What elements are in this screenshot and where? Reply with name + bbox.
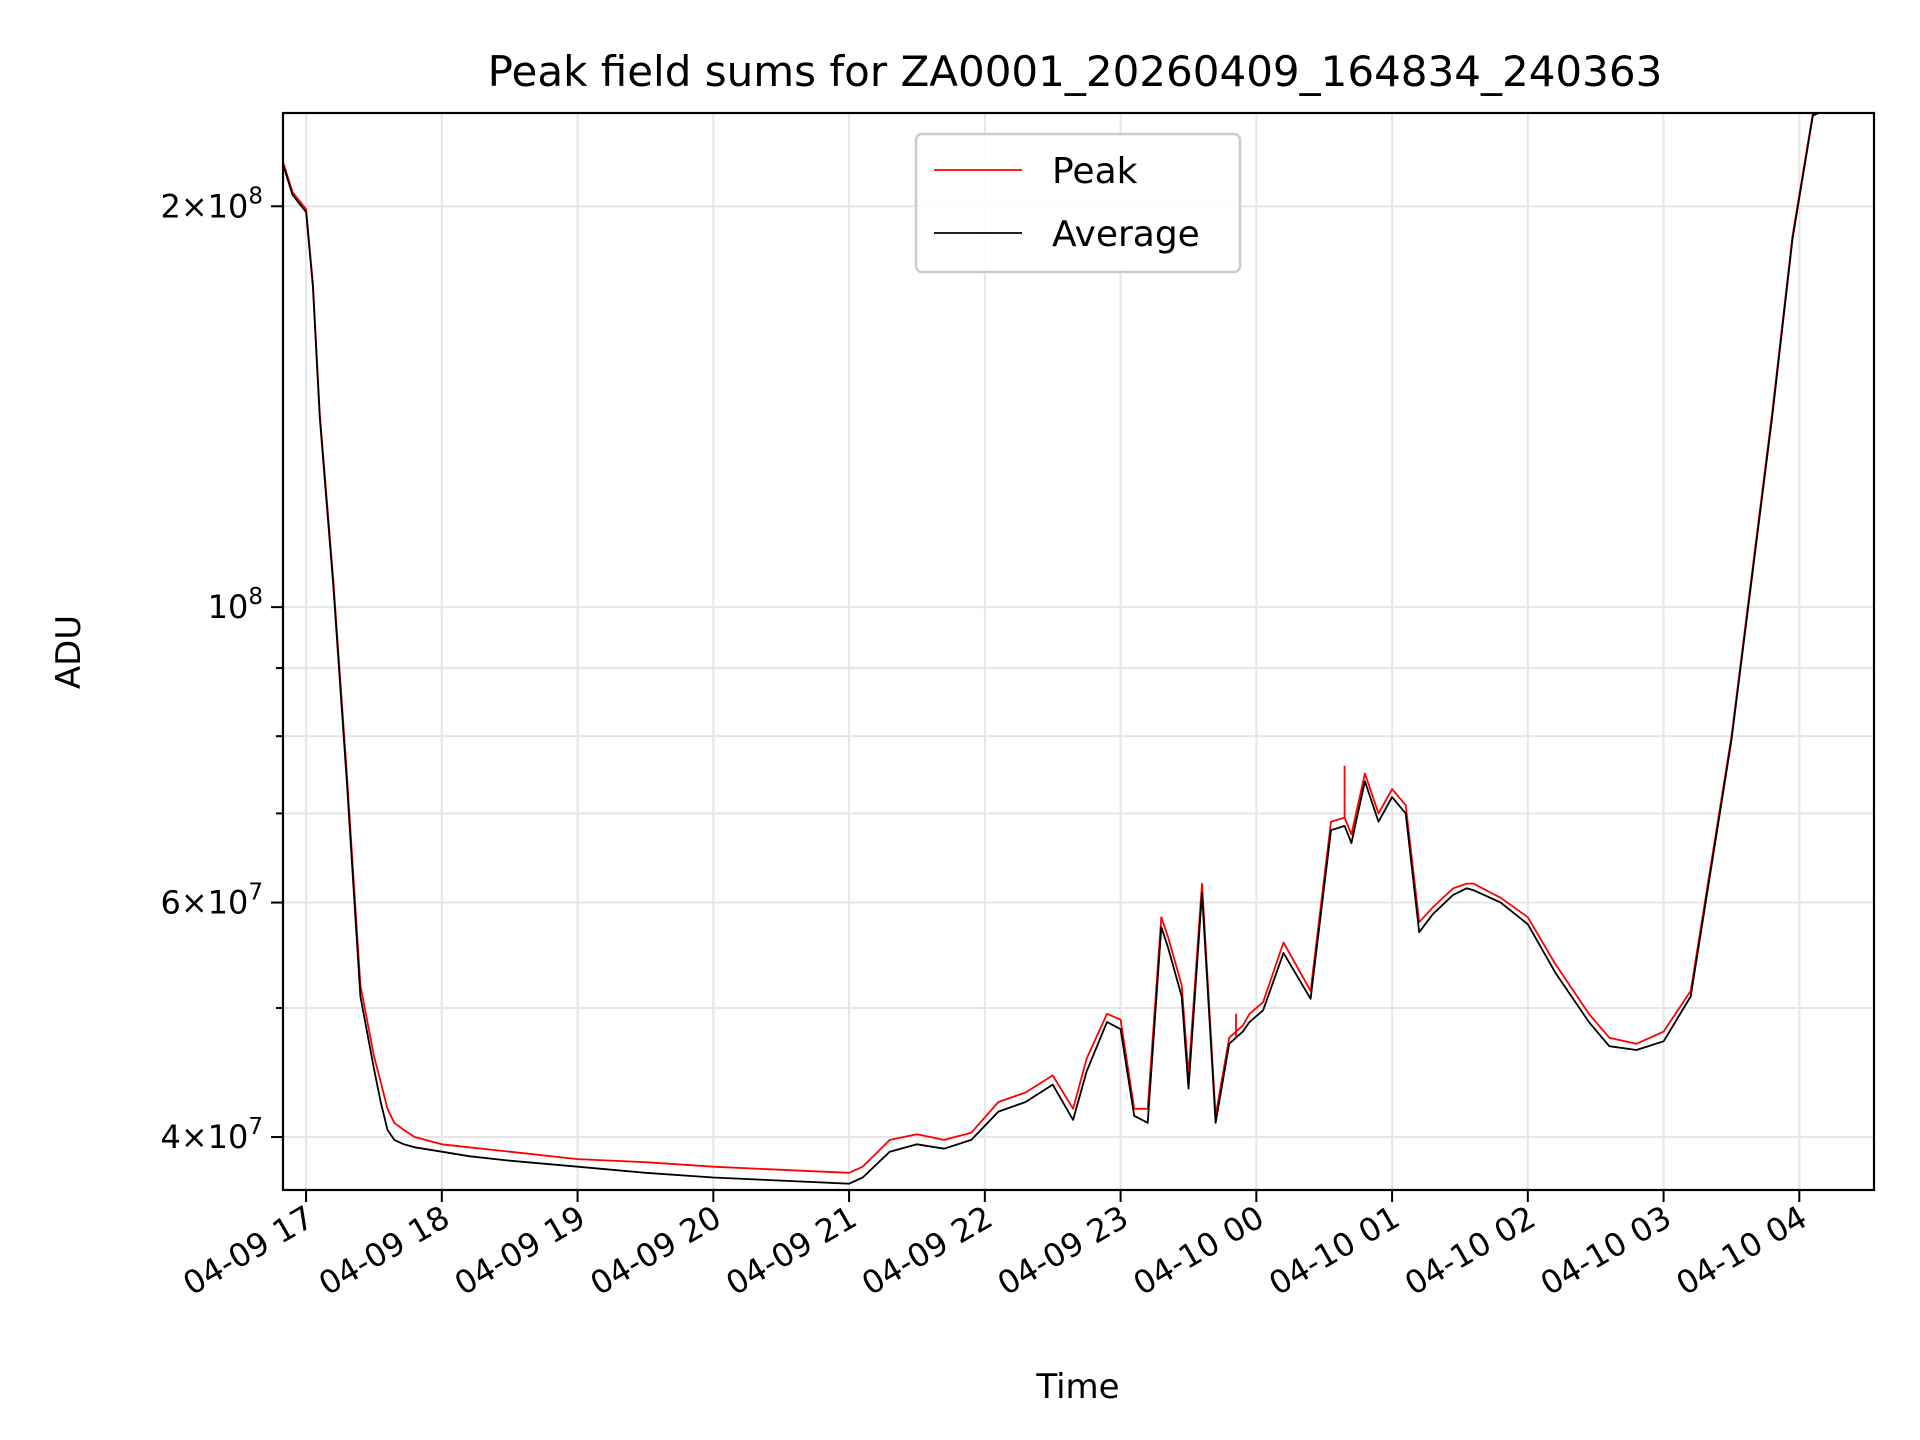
y-tick-label-mantissa: 4 (160, 1118, 180, 1156)
legend: Peak Average (914, 132, 1242, 274)
grid (283, 113, 1874, 1190)
y-tick-label-exp: 7 (248, 1114, 263, 1140)
y-tick-label: 4×107 (160, 1114, 263, 1156)
x-axis-label: Time (1035, 1367, 1119, 1407)
series-layer (283, 113, 1821, 1185)
y-axis-label: ADU (49, 615, 89, 689)
chart-title: Peak field sums for ZA0001_20260409_1648… (488, 47, 1663, 96)
y-tick-label-times: × (181, 187, 208, 225)
y-tick-label: 2×108 (160, 183, 263, 225)
y-tick-label-exp: 7 (248, 880, 263, 906)
y-tick-label-base: 10 (208, 1118, 249, 1156)
y-tick-label-mantissa: 6 (160, 884, 180, 922)
series-line-peak (283, 113, 1816, 1174)
legend-peak-label: Peak (1052, 151, 1138, 192)
y-tick-label-base: 10 (208, 588, 249, 626)
y-tick-label: 108 (208, 584, 263, 626)
legend-box (914, 132, 1242, 274)
y-tick-label-base: 10 (208, 884, 249, 922)
legend-average-label: Average (1052, 214, 1200, 255)
y-tick-label: 6×107 (160, 880, 263, 922)
spike-layer (1235, 765, 1346, 1038)
y-tick-label-times: × (181, 884, 208, 922)
y-tick-label-exp: 8 (248, 584, 263, 610)
series-line-average (283, 113, 1821, 1185)
y-tick-label-exp: 8 (248, 183, 263, 209)
plot-frame (281, 111, 1876, 1192)
y-tick-label-base: 10 (208, 187, 249, 225)
y-tick-label-mantissa: 2 (160, 187, 180, 225)
y-tick-label-times: × (181, 1118, 208, 1156)
